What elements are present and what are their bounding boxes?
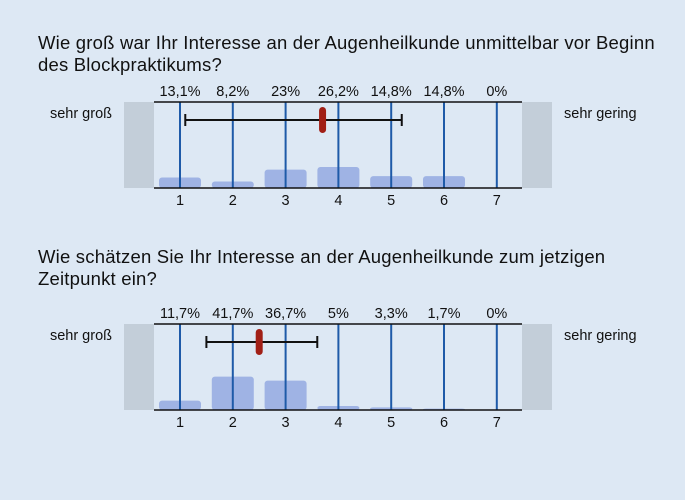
tick-label-5: 5 — [387, 193, 395, 209]
tick-label-7: 7 — [493, 193, 501, 209]
value-label-4: 26,2% — [318, 84, 359, 100]
tick-label-4: 4 — [334, 193, 342, 209]
right-side-box — [522, 102, 552, 188]
value-label-7: 0% — [486, 306, 507, 322]
value-label-7: 0% — [486, 84, 507, 100]
mean-marker — [319, 107, 327, 133]
tick-label-2: 2 — [229, 193, 237, 209]
question-title-1: Wie groß war Ihr Interesse an der Augenh… — [38, 32, 655, 75]
mean-marker — [255, 329, 263, 355]
value-label-4: 5% — [328, 306, 349, 322]
tick-label-1: 1 — [176, 415, 184, 431]
scale-right-label: sehr gering — [564, 328, 637, 344]
tick-label-6: 6 — [440, 193, 448, 209]
chart-1: sehr groß sehr gering 13,1% 8,2% 23% 26,2% 14,… — [50, 84, 637, 209]
value-label-1: 11,7% — [160, 306, 200, 322]
value-label-6: 14,8% — [423, 84, 464, 100]
value-label-5: 14,8% — [371, 84, 412, 100]
value-label-6: 1,7% — [427, 306, 460, 322]
value-label-2: 41,7% — [212, 306, 253, 322]
scale-left-label: sehr groß — [50, 328, 112, 344]
value-label-2: 8,2% — [216, 84, 249, 100]
left-side-box — [124, 102, 154, 188]
right-side-box — [522, 324, 552, 410]
tick-label-3: 3 — [282, 193, 290, 209]
value-label-5: 3,3% — [375, 306, 408, 322]
question-title-2: Wie schätzen Sie Ihr Interesse an der Au… — [38, 246, 606, 289]
tick-label-2: 2 — [229, 415, 237, 431]
scale-right-label: sehr gering — [564, 106, 637, 122]
tick-label-3: 3 — [282, 415, 290, 431]
tick-label-1: 1 — [176, 193, 184, 209]
value-label-3: 36,7% — [265, 306, 306, 322]
value-label-1: 13,1% — [159, 84, 200, 100]
tick-label-7: 7 — [493, 415, 501, 431]
tick-label-6: 6 — [440, 415, 448, 431]
value-label-3: 23% — [271, 84, 300, 100]
tick-label-4: 4 — [334, 415, 342, 431]
tick-label-5: 5 — [387, 415, 395, 431]
left-side-box — [124, 324, 154, 410]
scale-left-label: sehr groß — [50, 106, 112, 122]
